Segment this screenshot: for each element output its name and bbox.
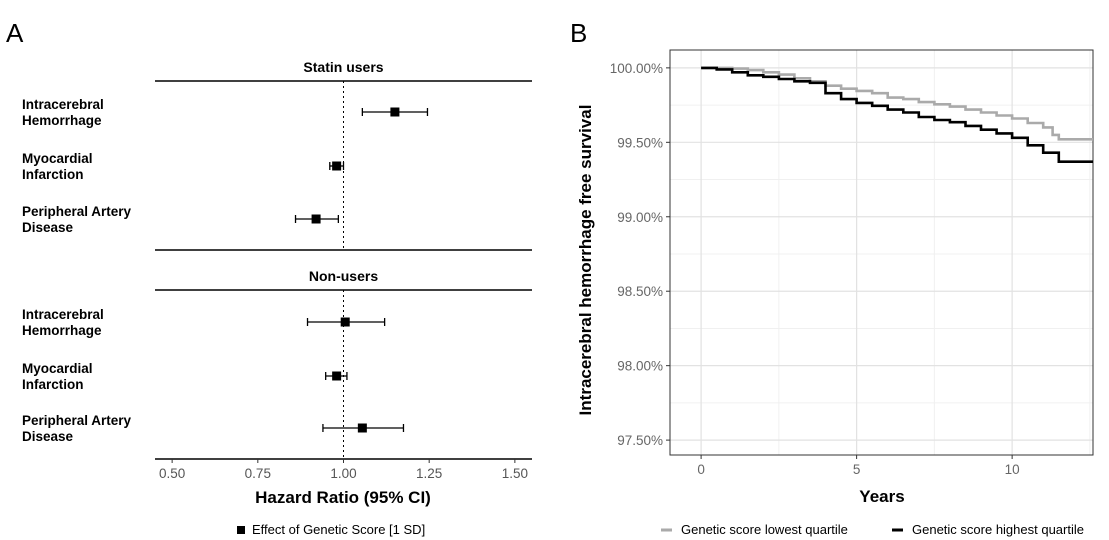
series-line: [701, 66, 1093, 163]
y-tick-label-b: 99.00%: [617, 210, 663, 225]
category-label: Intracerebral Hemorrhage: [22, 307, 104, 338]
panel-a-letter: A: [6, 18, 24, 48]
y-axis-b: 97.50% 98.00% 98.50% 99.00% 99.50% 100.00%: [610, 61, 670, 448]
panel-b-letter: B: [570, 18, 587, 48]
point-estimate: [311, 214, 321, 224]
legend-b: Genetic score lowest quartile Genetic sco…: [661, 522, 1084, 537]
panel-b: B 97.50%98.00%98.50%99.00%99.50%100.00% …: [570, 18, 1094, 537]
category-label: Peripheral Artery Disease: [22, 204, 132, 235]
grid: [669, 49, 1094, 456]
forest-row: [294, 214, 340, 224]
x-tick-label-b: 10: [1005, 462, 1020, 477]
series-lines: [701, 66, 1093, 163]
forest-marks: [294, 107, 429, 433]
forest-row: [306, 317, 386, 327]
x-tick-label-b: 5: [853, 462, 861, 477]
category-label: Peripheral Artery Disease: [22, 413, 132, 444]
category-label: Myocardial Infarction: [22, 151, 93, 182]
x-axis-title-a: Hazard Ratio (95% CI): [255, 488, 431, 507]
x-tick-label-b: 0: [697, 462, 705, 477]
y-tick-label-b: 98.00%: [617, 359, 663, 374]
y-tick-label-b: 97.50%: [617, 433, 663, 448]
x-tick-label-a: 1.50: [502, 466, 528, 481]
x-tick-label-a: 0.50: [159, 466, 185, 481]
x-tick-label-a: 1.25: [416, 466, 442, 481]
y-tick-label-b: 100.00%: [610, 61, 663, 76]
facet-strips: Statin users Non-users: [303, 59, 383, 284]
y-tick-label-b: 99.50%: [617, 135, 663, 150]
facet-strip-label: Non-users: [309, 268, 378, 284]
panel-a: A Statin users Non-users Intracerebral Hem…: [6, 18, 532, 537]
x-tick-label-a: 1.00: [330, 466, 356, 481]
legend-a-label: Effect of Genetic Score [1 SD]: [252, 522, 425, 537]
x-axis-title-b: Years: [859, 487, 904, 506]
point-estimate: [357, 423, 367, 433]
panel-b-border: [669, 49, 1094, 456]
x-tick-label-a: 0.75: [245, 466, 271, 481]
forest-row: [361, 107, 429, 117]
point-estimate: [332, 371, 342, 381]
forest-row: [322, 423, 405, 433]
y-axis-title-b: Intracerebral hemorrhage free survival: [576, 105, 595, 416]
category-labels: Intracerebral Hemorrhage Myocardial Infarct…: [22, 97, 132, 444]
forest-row: [329, 161, 345, 171]
point-estimate: [390, 107, 400, 117]
y-tick-label-b: 98.50%: [617, 284, 663, 299]
forest-row: [325, 371, 348, 381]
x-axis-b: 0 5 10: [697, 455, 1020, 477]
legend-b-label: Genetic score highest quartile: [912, 522, 1084, 537]
legend-b-label: Genetic score lowest quartile: [681, 522, 848, 537]
point-estimate: [340, 317, 350, 327]
legend-a: Effect of Genetic Score [1 SD]: [237, 522, 425, 537]
category-label: Myocardial Infarction: [22, 361, 93, 392]
x-axis-a: 0.50 0.75 1.00 1.25 1.50: [159, 459, 528, 481]
category-label: Intracerebral Hemorrhage: [22, 97, 104, 128]
legend-a-marker: [237, 526, 245, 534]
point-estimate: [332, 161, 342, 171]
series-line: [701, 66, 1093, 141]
facet-strip-label: Statin users: [303, 59, 383, 75]
